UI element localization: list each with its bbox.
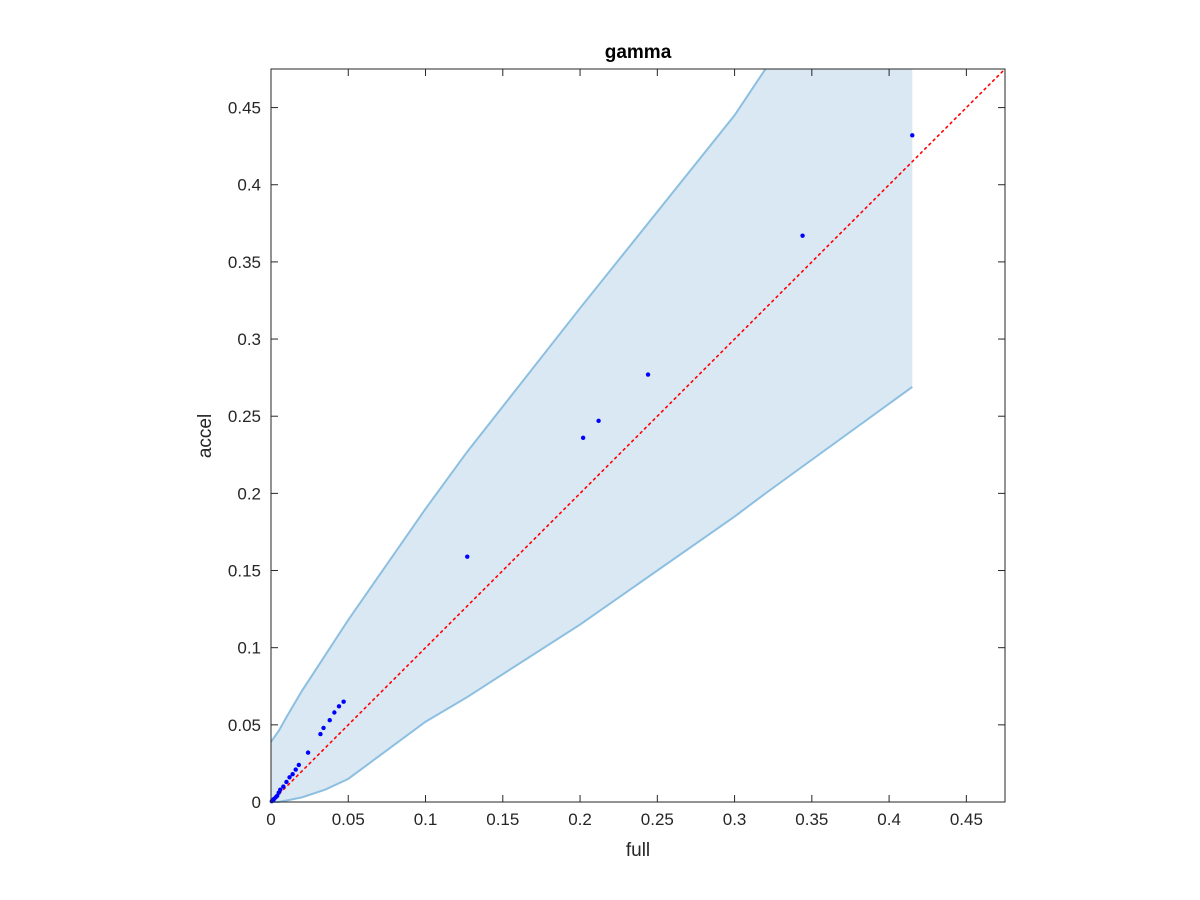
data-point <box>293 767 298 772</box>
data-point <box>580 435 586 441</box>
data-point <box>318 731 323 737</box>
reference-line <box>270 68 1006 803</box>
confidence-band <box>270 68 913 803</box>
data-point <box>596 418 601 424</box>
y-ticks: 0 0.05 0.1 0.15 0.2 0.25 0.3 0.35 0.4 0.45 <box>228 99 1005 812</box>
y-tick-label: 0 <box>252 793 261 812</box>
y-tick-label: 0.15 <box>228 562 261 581</box>
data-point <box>281 784 286 789</box>
y-tick-label: 0.25 <box>228 407 261 426</box>
data-point <box>336 704 342 709</box>
band-fill <box>271 69 913 802</box>
x-tick-label: 0.15 <box>486 810 519 829</box>
identity-line <box>270 68 1006 803</box>
y-axis-label: accel <box>195 414 216 458</box>
x-tick-label: 0.4 <box>877 810 901 829</box>
y-tick-label: 0.45 <box>228 99 261 118</box>
chart-title: gamma <box>605 42 672 63</box>
y-tick-label: 0.35 <box>228 253 261 272</box>
y-tick-label: 0.4 <box>237 176 261 195</box>
data-point <box>327 718 332 723</box>
data-point <box>284 779 289 785</box>
x-tick-label: 0.25 <box>641 810 674 829</box>
x-tick-label: 0.1 <box>414 810 438 829</box>
data-point <box>341 699 346 704</box>
y-tick-label: 0.1 <box>237 639 261 658</box>
data-point <box>321 725 326 731</box>
data-point <box>645 372 651 377</box>
x-axis-label: full <box>626 840 650 861</box>
data-point <box>296 762 302 768</box>
x-tick-label: 0.05 <box>332 810 365 829</box>
y-tick-label: 0.3 <box>237 330 261 349</box>
data-point <box>278 787 283 792</box>
x-tick-label: 0.35 <box>795 810 828 829</box>
band-lower-edge <box>271 386 913 803</box>
y-tick-label: 0.05 <box>228 716 261 735</box>
data-point <box>287 775 292 780</box>
data-point <box>465 554 470 559</box>
band-upper-edge <box>270 68 767 743</box>
data-point <box>800 233 805 238</box>
x-tick-label: 0.45 <box>950 810 983 829</box>
data-point <box>332 710 337 715</box>
x-tick-label: 0.3 <box>723 810 747 829</box>
data-point <box>290 772 295 777</box>
x-tick-label: 0 <box>266 810 275 829</box>
data-point <box>910 133 915 138</box>
y-tick-label: 0.2 <box>237 484 261 503</box>
x-tick-label: 0.2 <box>568 810 592 829</box>
x-ticks: 0 0.05 0.1 0.15 0.2 0.25 0.3 0.35 0.4 0.45 <box>266 69 983 829</box>
axes-box <box>270 68 1006 803</box>
data-point <box>305 750 311 755</box>
